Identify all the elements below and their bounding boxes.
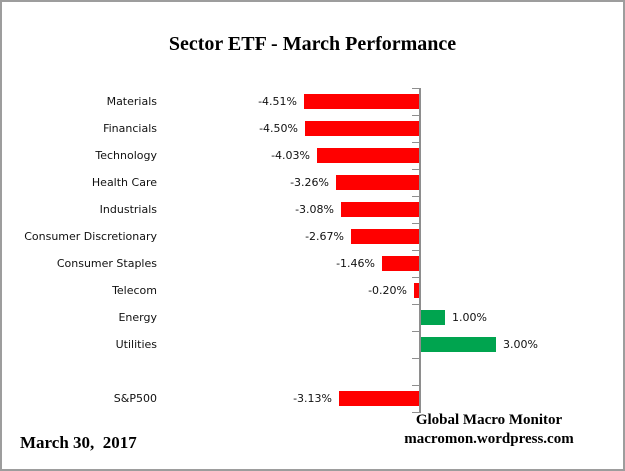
category-axis-tick [412, 142, 421, 143]
category-label: S&P500 [113, 392, 157, 405]
value-label: -3.13% [293, 392, 332, 405]
category-axis-tick [412, 250, 421, 251]
attribution-url: macromon.wordpress.com [404, 431, 574, 447]
category-label: Technology [95, 149, 157, 162]
footer-attribution: Global Macro Monitor macromon.wordpress.… [380, 411, 598, 449]
bar [414, 283, 419, 298]
value-label: -1.46% [336, 257, 375, 270]
value-label: 3.00% [503, 338, 538, 351]
bar-row: Health Care -3.26% [2, 169, 623, 196]
chart-title: Sector ETF - March Performance [168, 33, 457, 55]
bar-row: Consumer Staples -1.46% [2, 250, 623, 277]
bar [304, 94, 419, 109]
category-axis-tick [412, 331, 421, 332]
category-label [2, 358, 157, 385]
attribution-source: Global Macro Monitor [415, 412, 563, 428]
bar [420, 337, 496, 352]
category-axis-tick [412, 223, 421, 224]
bar [317, 148, 419, 163]
bar-row: Materials -4.51% [2, 88, 623, 115]
bar [305, 121, 419, 136]
bar-row: Technology -4.03% [2, 142, 623, 169]
value-label: -2.67% [305, 230, 344, 243]
category-axis-tick [412, 358, 421, 359]
value-label: -4.03% [271, 149, 310, 162]
bar [382, 256, 419, 271]
value-label: -3.26% [290, 176, 329, 189]
category-label: Financials [103, 122, 157, 135]
category-label: Health Care [91, 176, 157, 189]
bar [339, 391, 419, 406]
category-label: Energy [118, 311, 157, 324]
category-label: Materials [106, 95, 157, 108]
bar-row: Energy 1.00% [2, 304, 623, 331]
bar-row: Financials -4.50% [2, 115, 623, 142]
bar-row [2, 358, 623, 385]
category-label: Industrials [99, 203, 157, 216]
bar [341, 202, 419, 217]
value-label: -4.51% [258, 95, 297, 108]
category-axis-tick [412, 196, 421, 197]
category-label: Consumer Discretionary [24, 230, 157, 243]
value-label: -3.08% [295, 203, 334, 216]
category-axis-tick [412, 88, 421, 89]
category-label: Consumer Staples [56, 257, 157, 270]
category-axis-tick [412, 412, 421, 413]
footer-date: March 30, 2017 [20, 433, 137, 452]
category-axis-tick [412, 169, 421, 170]
value-label: 1.00% [452, 311, 487, 324]
category-axis-tick [412, 304, 421, 305]
bar [351, 229, 419, 244]
bar-row: Telecom -0.20% [2, 277, 623, 304]
category-label: Utilities [115, 338, 157, 351]
category-label: Telecom [112, 284, 157, 297]
value-label: -4.50% [259, 122, 298, 135]
bar [336, 175, 419, 190]
value-label: -0.20% [368, 284, 407, 297]
bar-row: S&P500 -3.13% [2, 385, 623, 412]
category-axis-tick [412, 385, 421, 386]
bar-row: Consumer Discretionary -2.67% [2, 223, 623, 250]
category-axis-tick [412, 115, 421, 116]
category-axis-tick [412, 277, 421, 278]
bar [420, 310, 445, 325]
bar-row: Utilities 3.00% [2, 331, 623, 358]
bar-row: Industrials -3.08% [2, 196, 623, 223]
